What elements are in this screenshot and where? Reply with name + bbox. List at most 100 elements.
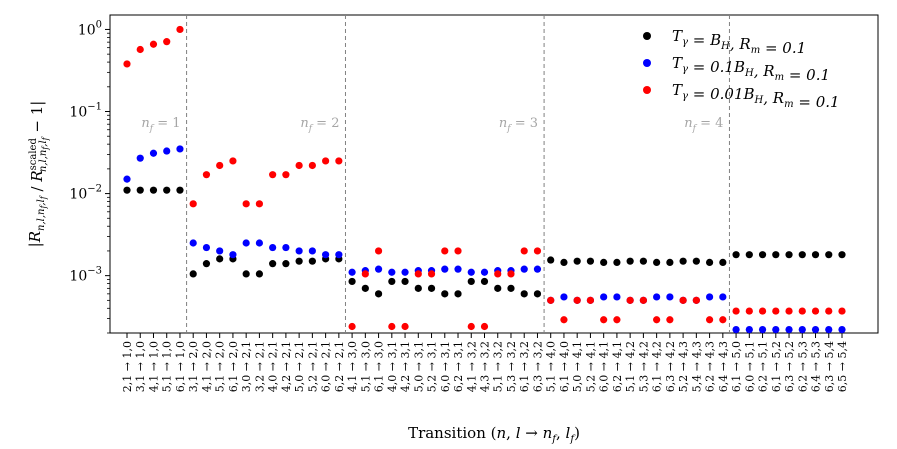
data-point-series-3 [785,307,793,315]
data-point-series-2 [653,293,661,301]
x-tick-label: 5,3 → 3,2 [505,341,518,392]
data-point-series-1 [838,251,846,259]
data-point-series-3 [388,322,396,331]
data-point-series-2 [613,293,621,301]
data-point-series-3 [533,247,542,255]
region-label: nf = 4 [684,116,723,134]
data-point-series-2 [149,149,158,157]
y-tick-label: 10−2 [69,184,102,203]
x-axis-label: Transition (n, l → nf, lf) [408,424,580,445]
data-point-series-2 [705,293,714,301]
data-point-series-3 [653,316,661,324]
data-point-series-1 [798,251,806,259]
data-point-series-1 [467,277,475,286]
x-tick-label: 6,2 → 5,1 [757,341,770,392]
data-point-series-3 [136,45,144,54]
data-point-series-2 [454,265,462,273]
data-point-series-1 [533,290,542,298]
data-point-series-1 [361,284,369,292]
data-point-series-1 [507,284,515,292]
x-tick-label: 6,1 → 5,0 [730,341,743,392]
data-point-series-3 [626,296,634,304]
x-tick-label: 6,3 → 5,4 [823,341,836,392]
data-point-series-1 [494,284,502,292]
x-tick-label: 6,2 → 4,3 [704,341,717,392]
data-point-series-3 [586,296,595,304]
x-tick-label: 6,3 → 5,2 [783,341,796,392]
data-point-series-3 [772,307,780,315]
data-point-series-1 [255,270,264,278]
x-tick-label: 5,2 → 4,1 [584,341,597,392]
data-point-series-3 [613,316,621,324]
data-point-series-3 [732,307,740,315]
data-point-series-3 [295,161,303,170]
data-point-series-3 [427,270,436,278]
data-point-series-1 [163,186,171,194]
data-point-series-2 [348,268,356,276]
x-tick-label: 5,1 → 3,2 [492,341,505,392]
data-point-series-1 [202,260,211,268]
data-point-series-1 [176,186,184,194]
data-point-series-1 [520,290,528,298]
data-point-series-1 [414,284,422,292]
data-point-series-3 [401,322,409,331]
data-point-series-2 [745,326,753,334]
data-point-series-3 [692,296,700,304]
data-point-series-3 [467,322,475,331]
data-point-series-2 [533,265,542,273]
data-point-series-2 [388,268,396,276]
x-tick-label: 5,0 → 2,1 [293,341,306,392]
data-point-series-2 [136,154,144,162]
data-point-series-2 [732,326,740,334]
y-tick-label: 100 [78,19,102,38]
data-point-series-3 [176,25,184,34]
legend-marker [643,86,651,94]
x-tick-label: 6,4 → 5,3 [810,341,823,392]
data-point-series-3 [414,270,422,278]
x-tick-label: 4,2 → 2,1 [280,341,293,392]
y-tick-label: 10−3 [69,266,102,285]
data-point-series-2 [189,239,197,247]
data-point-series-1 [547,256,555,264]
data-point-series-3 [269,171,277,179]
y-axis-label: |Rn,l,nf,lf / Rscaledn,l,nf,lf − 1| [26,101,50,248]
x-tick-label: 4,1 → 1,0 [147,341,160,392]
x-tick-label: 4,3 → 3,2 [479,341,492,392]
data-point-series-2 [216,247,224,255]
data-point-series-3 [242,200,250,208]
x-tick-label: 5,2 → 4,3 [677,341,690,392]
data-point-series-3 [745,307,753,315]
x-tick-label: 6,1 → 4,0 [558,341,571,392]
data-point-series-3 [123,60,131,68]
x-tick-label: 6,2 → 4,1 [611,341,624,392]
legend: Tγ = BH, Rm = 0.1Tγ = 0.1BH, Rm = 0.1Tγ … [643,27,840,111]
data-point-series-2 [719,293,727,301]
data-point-series-2 [798,326,806,334]
data-point-series-2 [123,175,131,183]
x-tick-label: 6,1 → 4,2 [651,341,664,392]
data-point-series-3 [441,247,449,255]
x-tick-label: 6,1 → 3,2 [518,341,531,392]
x-tick-label: 6,5 → 5,4 [836,341,849,392]
data-point-series-1 [639,257,647,265]
x-tick-label: 5,0 → 4,1 [571,341,584,392]
data-point-series-3 [719,316,727,324]
data-point-series-1 [480,277,489,286]
x-tick-label: 2,1 → 1,0 [121,341,134,392]
region-label: nf = 3 [499,116,538,134]
data-point-series-3 [679,296,687,304]
data-point-series-3 [308,161,316,170]
data-point-series-2 [335,251,343,259]
data-point-series-1 [732,251,740,259]
data-point-series-1 [785,251,793,259]
data-point-series-2 [520,265,528,273]
x-tick-label: 5,1 → 2,0 [214,341,227,392]
data-point-series-2 [825,326,833,334]
legend-marker [643,32,651,40]
data-point-series-1 [308,257,316,265]
x-axis-ticks: 2,1 → 1,0 3,1 → 1,0 4,1 → 1,0 5,1 → 1,0 6,1 … [121,333,849,392]
data-point-series-3 [454,247,462,255]
x-tick-label: 4,0 → 3,1 [386,341,399,392]
x-tick-label: 3,0 → 2,1 [240,341,253,392]
data-point-series-1 [613,258,621,266]
